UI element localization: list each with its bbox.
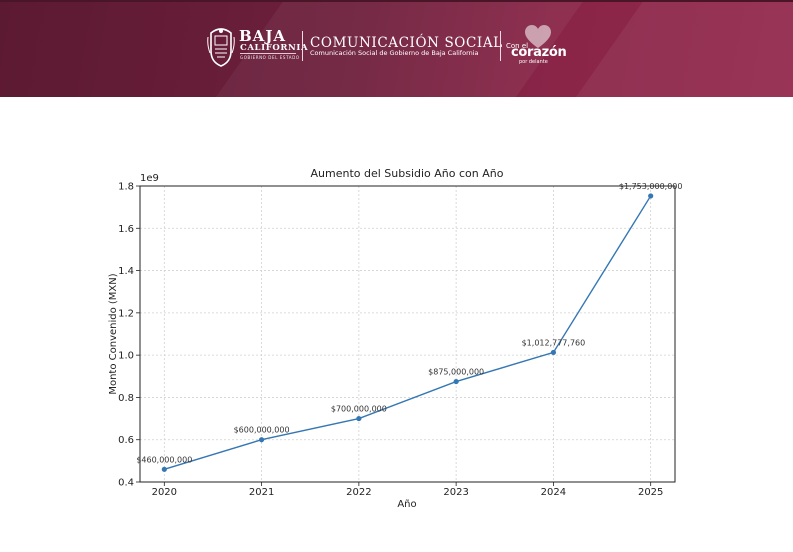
data-label: $1,012,777,760 bbox=[522, 338, 586, 347]
coat-of-arms-icon bbox=[207, 28, 235, 67]
y-tick-label: 0.4 bbox=[118, 478, 134, 489]
x-tick-label: 2020 bbox=[152, 487, 177, 498]
y-tick-label: 1.2 bbox=[118, 308, 134, 319]
plot-frame bbox=[139, 185, 676, 483]
data-point bbox=[550, 349, 557, 356]
data-labels: $460,000,000 $600,000,000 $700,000,000 $875… bbox=[136, 182, 682, 464]
series-line bbox=[164, 195, 652, 470]
y-axis: 0.4 0.6 0.8 1.0 1.2 1.4 1.6 1.8 bbox=[118, 182, 140, 489]
data-label: $600,000,000 bbox=[234, 426, 290, 435]
y-axis-label: Monto Convenido (MXN) bbox=[108, 273, 119, 394]
slogan-prefix: Con el bbox=[506, 42, 529, 50]
data-label: $875,000,000 bbox=[428, 368, 484, 377]
data-point bbox=[453, 378, 459, 385]
data-point bbox=[258, 437, 265, 443]
y-tick-label: 1.4 bbox=[118, 266, 134, 277]
slogan-suffix: por delante bbox=[519, 59, 548, 65]
header-separator bbox=[302, 31, 303, 61]
y-tick-label: 0.6 bbox=[118, 435, 134, 446]
chart-grid bbox=[140, 185, 675, 483]
header-separator bbox=[500, 31, 501, 61]
x-tick-label: 2025 bbox=[638, 487, 663, 498]
slogan-main: corazón bbox=[511, 45, 567, 60]
y-scale-label: 1e9 bbox=[140, 173, 159, 184]
header-banner: BAJA CALIFORNIA GOBIERNO DEL ESTADO COMU… bbox=[0, 0, 793, 97]
data-label: $700,000,000 bbox=[331, 405, 387, 414]
department-subtitle: Comunicación Social de Gobierno de Baja … bbox=[310, 49, 479, 57]
data-label: $460,000,000 bbox=[136, 455, 192, 464]
x-tick-label: 2023 bbox=[443, 487, 468, 498]
x-axis-label: Año bbox=[397, 499, 416, 510]
logo-divider bbox=[240, 53, 296, 54]
logo-tagline: GOBIERNO DEL ESTADO bbox=[240, 55, 300, 60]
logo-name: BAJA bbox=[239, 27, 287, 45]
y-tick-label: 0.8 bbox=[118, 393, 134, 404]
data-points bbox=[161, 193, 654, 472]
data-point bbox=[161, 466, 167, 472]
heart-logo-icon bbox=[525, 25, 551, 48]
x-axis: 2020 2021 2022 2023 2024 2025 bbox=[152, 482, 663, 498]
banner-top-line bbox=[0, 0, 793, 2]
department-title: COMUNICACIÓN SOCIAL bbox=[310, 35, 503, 51]
data-label: $1,753,000,000 bbox=[619, 182, 683, 191]
x-tick-label: 2024 bbox=[541, 487, 566, 498]
y-tick-label: 1.0 bbox=[118, 351, 134, 362]
y-tick-label: 1.6 bbox=[118, 224, 134, 235]
data-point bbox=[356, 415, 362, 422]
data-point bbox=[648, 193, 654, 199]
x-tick-label: 2022 bbox=[346, 487, 371, 498]
x-tick-label: 2021 bbox=[249, 487, 274, 498]
logo-subtitle: CALIFORNIA bbox=[240, 43, 309, 53]
chart-title: Aumento del Subsidio Año con Año bbox=[311, 167, 504, 180]
y-tick-label: 1.8 bbox=[118, 182, 134, 193]
